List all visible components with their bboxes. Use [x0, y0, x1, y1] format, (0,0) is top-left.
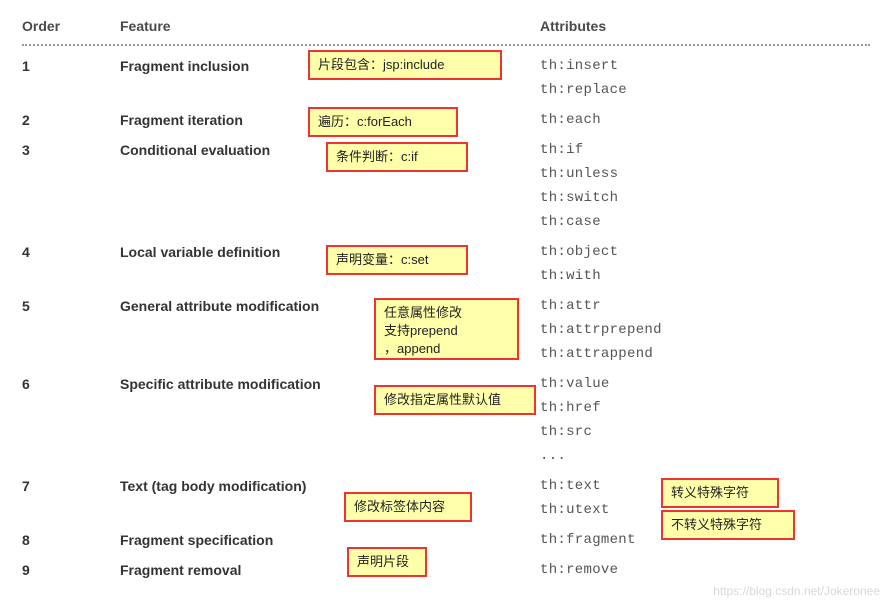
- attribute-value: th:replace: [540, 80, 840, 100]
- note-conditional: 条件判断：c:if: [326, 142, 468, 172]
- order-cell: 8: [22, 530, 120, 548]
- feature-cell: Text (tag body modification): [120, 476, 540, 494]
- note-noescape: 不转义特殊字符: [661, 510, 795, 540]
- attributes-cell: th:object th:with: [540, 242, 840, 286]
- attribute-value: th:with: [540, 266, 840, 286]
- attribute-value: th:if: [540, 140, 840, 160]
- header-attributes: Attributes: [540, 18, 840, 34]
- attribute-value: th:each: [540, 110, 840, 130]
- order-cell: 4: [22, 242, 120, 260]
- feature-text: Fragment inclusion: [120, 58, 249, 74]
- attribute-value: th:switch: [540, 188, 840, 208]
- feature-text: Local variable definition: [120, 244, 280, 260]
- note-fragment: 声明片段: [347, 547, 427, 577]
- attribute-value: th:remove: [540, 560, 840, 580]
- header-feature: Feature: [120, 18, 540, 34]
- attribute-value: ...: [540, 446, 840, 466]
- note-local-var: 声明变量：c:set: [326, 245, 468, 275]
- table-row: 9Fragment removal th:remove: [22, 550, 870, 580]
- feature-text: Fragment iteration: [120, 112, 243, 128]
- attribute-value: th:attr: [540, 296, 840, 316]
- order-cell: 6: [22, 374, 120, 392]
- feature-text: Fragment removal: [120, 562, 241, 578]
- watermark-text: https://blog.csdn.net/Jokeronee: [713, 584, 880, 598]
- header-order: Order: [22, 18, 120, 34]
- order-cell: 1: [22, 56, 120, 74]
- table-row: 6Specific attribute modification th:value…: [22, 364, 870, 466]
- note-iteration: 遍历：c:forEach: [308, 107, 458, 137]
- page-root: Order Feature Attributes 1Fragment inclu…: [0, 0, 892, 604]
- order-cell: 3: [22, 140, 120, 158]
- attribute-value: th:insert: [540, 56, 840, 76]
- note-escape: 转义特殊字符: [661, 478, 779, 508]
- attribute-value: th:value: [540, 374, 840, 394]
- order-cell: 7: [22, 476, 120, 494]
- feature-text: Fragment specification: [120, 532, 273, 548]
- attributes-cell: th:value th:href th:src...: [540, 374, 840, 466]
- attribute-value: th:object: [540, 242, 840, 262]
- note-text: 修改标签体内容: [344, 492, 472, 522]
- note-specific: 修改指定属性默认值: [374, 385, 536, 415]
- attribute-value: th:attrprepend: [540, 320, 840, 340]
- feature-text: Conditional evaluation: [120, 142, 270, 158]
- order-cell: 5: [22, 296, 120, 314]
- attribute-value: th:case: [540, 212, 840, 232]
- order-cell: 2: [22, 110, 120, 128]
- feature-cell: Fragment specification: [120, 530, 540, 548]
- attributes-cell: th:attr th:attrprepend th:attrappend: [540, 296, 840, 364]
- attribute-value: th:attrappend: [540, 344, 840, 364]
- attributes-cell: th:each: [540, 110, 840, 130]
- attributes-cell: th:insert th:replace: [540, 56, 840, 100]
- attribute-value: th:src: [540, 422, 840, 442]
- attribute-value: th:unless: [540, 164, 840, 184]
- order-cell: 9: [22, 560, 120, 578]
- attribute-value: th:href: [540, 398, 840, 418]
- table-header-row: Order Feature Attributes: [22, 18, 870, 46]
- feature-text: Text (tag body modification): [120, 478, 306, 494]
- attributes-cell: th:if th:unless th:switch th:case: [540, 140, 840, 232]
- note-inclusion: 片段包含：jsp:include: [308, 50, 502, 80]
- attributes-cell: th:remove: [540, 560, 840, 580]
- feature-text: Specific attribute modification: [120, 376, 321, 392]
- feature-cell: Fragment removal: [120, 560, 540, 578]
- note-general: 任意属性修改支持prepend，append: [374, 298, 519, 360]
- feature-text: General attribute modification: [120, 298, 319, 314]
